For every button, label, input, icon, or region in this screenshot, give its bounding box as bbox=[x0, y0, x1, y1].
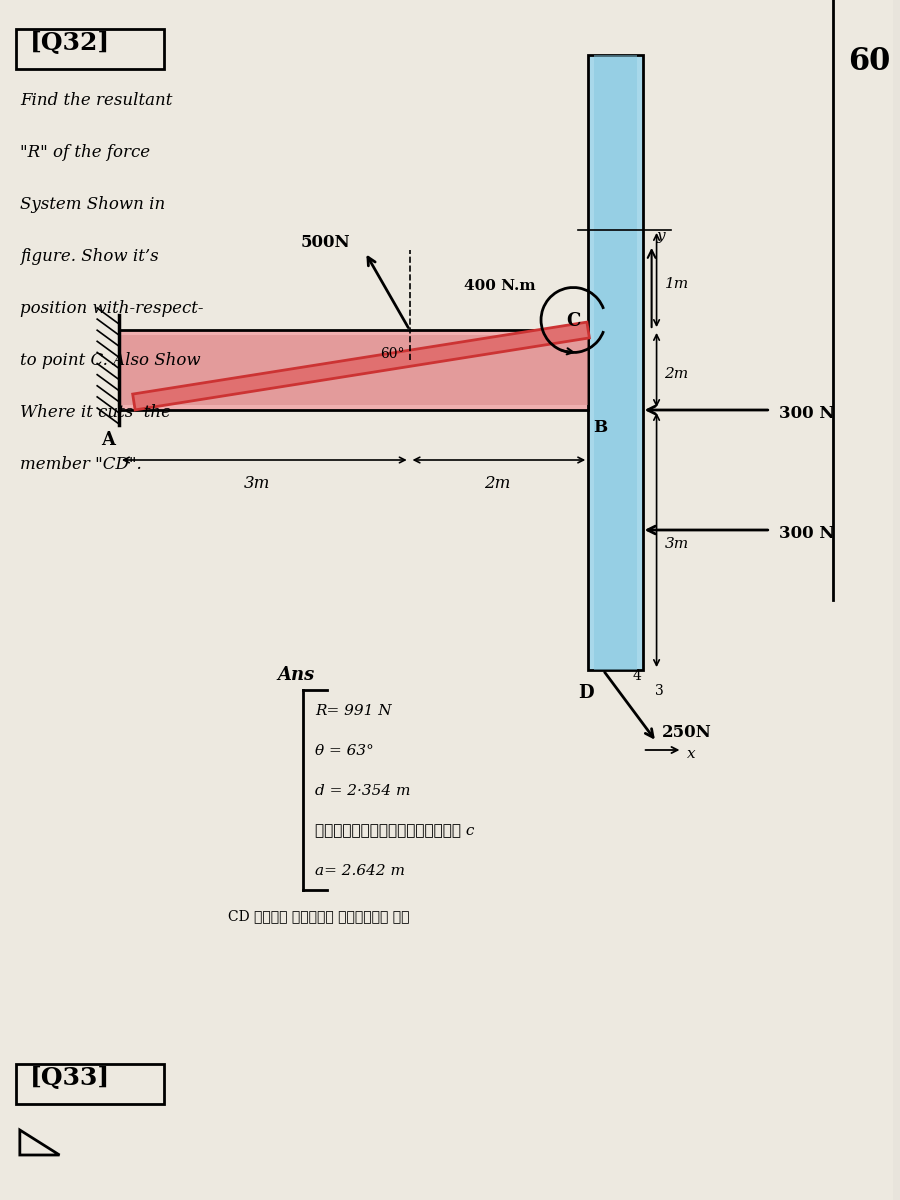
Text: "R" of the force: "R" of the force bbox=[20, 144, 150, 161]
Text: 3m: 3m bbox=[244, 475, 270, 492]
Text: C: C bbox=[566, 312, 580, 330]
Text: 250N: 250N bbox=[662, 724, 711, 740]
Text: 3m: 3m bbox=[664, 538, 689, 551]
Text: Where it cuts  the: Where it cuts the bbox=[20, 404, 171, 421]
Text: 60°: 60° bbox=[380, 347, 404, 361]
Text: d = 2·354 m: d = 2·354 m bbox=[315, 784, 411, 798]
Text: [Q32]: [Q32] bbox=[30, 31, 110, 55]
Text: 4: 4 bbox=[633, 670, 642, 683]
Text: to point C. Also Show: to point C. Also Show bbox=[20, 352, 201, 370]
Bar bbox=[119, 335, 588, 404]
Text: 60: 60 bbox=[848, 46, 890, 77]
Text: 1m: 1m bbox=[664, 277, 689, 290]
Text: [Q33]: [Q33] bbox=[30, 1066, 110, 1090]
Bar bbox=[119, 330, 588, 410]
Text: A: A bbox=[101, 431, 115, 449]
Text: 300 N: 300 N bbox=[778, 526, 834, 542]
Text: CD يقطع العضو المحصل عن: CD يقطع العضو المحصل عن bbox=[228, 910, 410, 923]
Text: member "CD".: member "CD". bbox=[20, 456, 141, 473]
Text: y: y bbox=[657, 229, 665, 242]
Bar bbox=[588, 55, 643, 670]
Text: θ = 63°: θ = 63° bbox=[315, 744, 374, 758]
Text: a= 2.642 m: a= 2.642 m bbox=[315, 864, 405, 878]
Text: System Shown in: System Shown in bbox=[20, 196, 165, 214]
Text: x: x bbox=[688, 746, 696, 761]
Text: figure. Show it’s: figure. Show it’s bbox=[20, 248, 158, 265]
Text: Find the resultant: Find the resultant bbox=[20, 92, 172, 109]
Text: B: B bbox=[593, 419, 608, 436]
Text: تبعدالمحصلعننقطة c: تبعدالمحصلعننقطة c bbox=[315, 824, 475, 838]
Text: 2m: 2m bbox=[664, 367, 689, 382]
Text: 400 N.m: 400 N.m bbox=[464, 278, 536, 293]
Text: 2m: 2m bbox=[484, 475, 510, 492]
Text: 300 N: 300 N bbox=[778, 404, 834, 422]
Bar bbox=[594, 55, 636, 670]
Text: 500N: 500N bbox=[301, 234, 350, 251]
Text: Ans: Ans bbox=[278, 666, 315, 684]
Polygon shape bbox=[132, 322, 590, 410]
Text: position with-respect-: position with-respect- bbox=[20, 300, 203, 317]
Text: D: D bbox=[578, 684, 594, 702]
Text: 3: 3 bbox=[654, 684, 663, 698]
Text: R= 991 N: R= 991 N bbox=[315, 704, 392, 718]
